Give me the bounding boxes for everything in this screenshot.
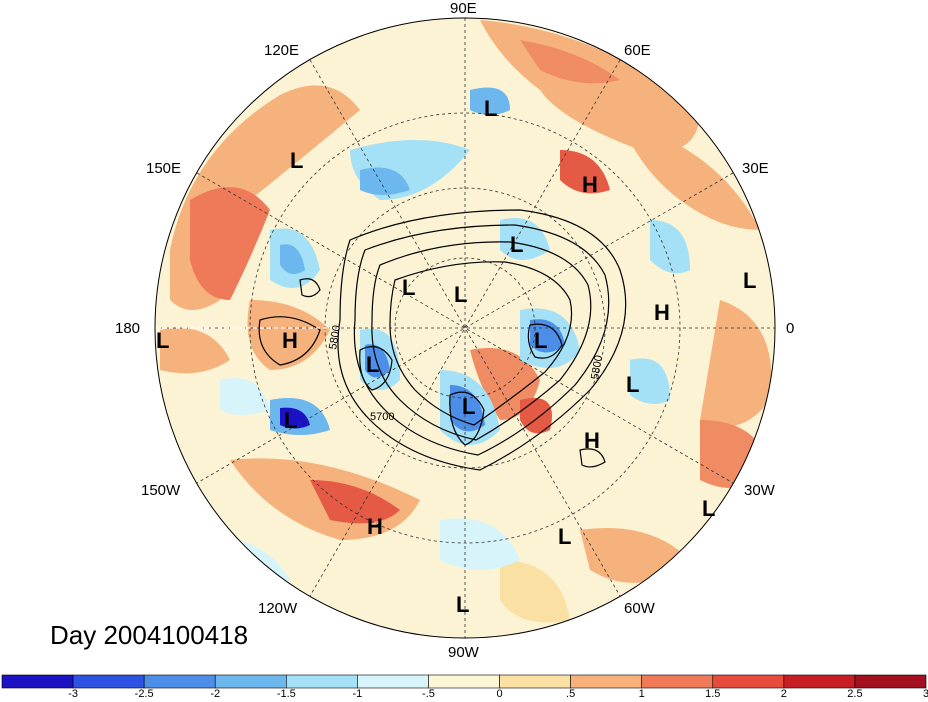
lon-label-30e: 30E [742, 160, 769, 177]
colorbar-swatch [286, 674, 358, 689]
colorbar-tick-label: 2 [780, 688, 787, 700]
colorbar-swatch [357, 674, 429, 689]
contour-label: 5800 [327, 324, 343, 350]
colorbar-tick-label: 0 [496, 688, 503, 700]
colorbar-swatch [712, 674, 785, 689]
colorbar-tick-label: -3 [68, 688, 78, 700]
colorbar-tick-label: -2.5 [134, 688, 154, 700]
lon-label-0: 0 [786, 320, 795, 337]
contour-label: 5700 [370, 411, 394, 423]
colorbar-swatch [641, 674, 714, 689]
colorbar-tick-label: 3 [922, 688, 928, 700]
center-label: L [454, 282, 467, 307]
center-label: H [282, 328, 298, 353]
lon-label-60w: 60W [624, 600, 655, 617]
colorbar-tick-label: 2.5 [847, 688, 863, 700]
contour-label: 5800 [589, 354, 605, 380]
colorbar-swatch [428, 674, 500, 689]
center-label: L [402, 275, 415, 300]
center-label: L [284, 408, 297, 433]
colorbar-swatch [570, 674, 642, 689]
colorbar-tick-label: -.5 [422, 688, 435, 700]
center-label: L [558, 524, 571, 549]
height-contours [258, 209, 627, 471]
lon-label-60e: 60E [624, 42, 651, 59]
colorbar-swatch [214, 674, 287, 689]
center-label: H [584, 428, 600, 453]
colorbar-swatch [72, 674, 145, 689]
graticule [155, 18, 775, 638]
center-label: L [156, 328, 169, 353]
colorbar-tick-label: -1 [352, 688, 363, 700]
colorbar-tick-label: -1.5 [276, 688, 296, 700]
lon-label-120w: 120W [258, 600, 298, 617]
center-label: L [484, 96, 497, 121]
colorbar-tick-label: -2 [210, 688, 221, 700]
center-label: H [654, 300, 670, 325]
center-label: H [367, 514, 383, 539]
colorbar-swatch [854, 674, 927, 689]
colorbar-tick-label: .5 [566, 688, 576, 700]
center-label: L [626, 372, 639, 397]
colorbar [1, 674, 927, 689]
center-label: L [743, 268, 756, 293]
center-label: L [456, 592, 469, 617]
center-label: L [534, 328, 547, 353]
colorbar-tick-label: 1.5 [705, 688, 721, 700]
center-label: L [462, 394, 475, 419]
lon-label-30w: 30W [744, 482, 775, 499]
lon-label-120e: 120E [264, 42, 300, 59]
day-title: Day 2004100418 [50, 620, 249, 650]
colorbar-swatch [1, 674, 74, 689]
colorbar-swatch [783, 674, 856, 689]
lon-label-150w: 150W [141, 482, 181, 499]
center-label: H [582, 172, 598, 197]
center-label: L [702, 496, 715, 521]
colorbar-tick-label: 1 [638, 688, 645, 700]
pressure-centers: L L L H L L L L L L H H L L L H L H L L [156, 96, 756, 617]
colorbar-swatch [143, 674, 216, 689]
lon-label-90w: 90W [448, 644, 479, 661]
center-label: L [366, 352, 379, 377]
lon-label-90e: 90E [450, 0, 477, 17]
colorbar-swatch [499, 674, 571, 689]
center-label: L [510, 232, 523, 257]
lon-label-150e: 150E [146, 160, 182, 177]
center-label: L [290, 148, 303, 173]
map-boundary [154, 17, 776, 639]
lon-label-180: 180 [115, 320, 141, 337]
